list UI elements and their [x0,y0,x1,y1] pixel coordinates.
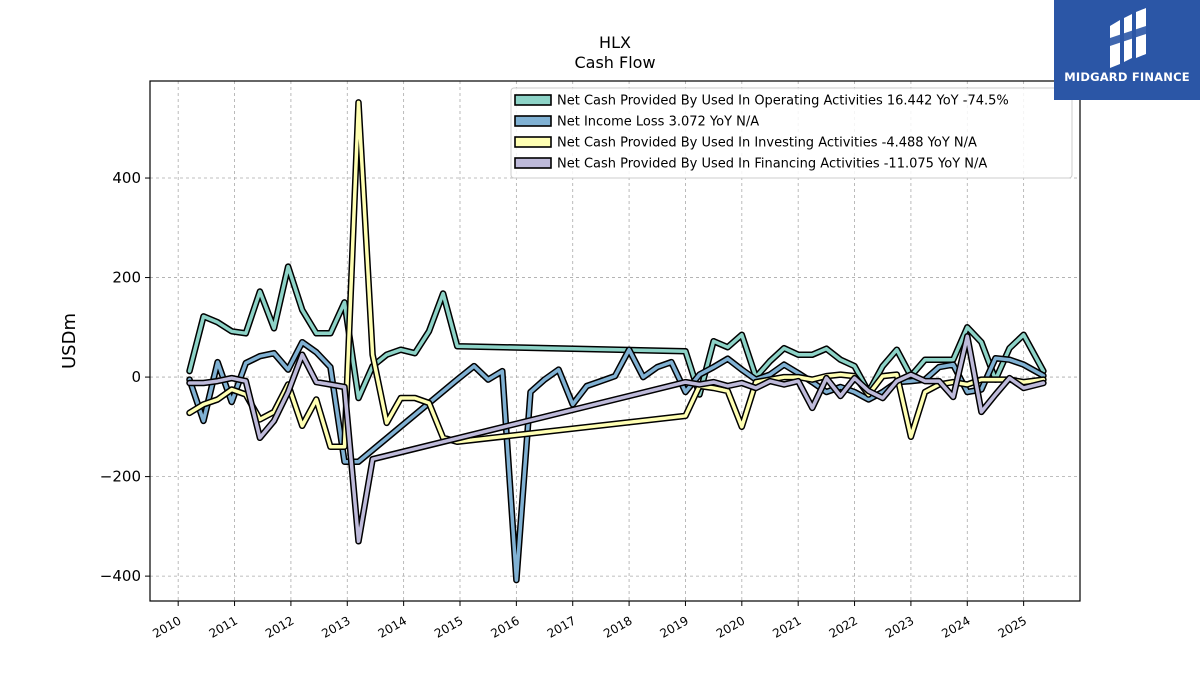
y-axis-label: USDm [59,313,80,369]
series-line-2 [187,340,1046,582]
chart-title: HLX [599,33,631,52]
x-tick-label: 2014 [376,613,409,640]
legend-swatch [514,94,552,106]
series-layer [186,99,1047,584]
y-tick-label: 200 [112,269,141,287]
x-tick-label: 2018 [601,613,634,640]
x-tick-label: 2013 [319,613,352,640]
x-tick-label: 2019 [658,613,691,640]
legend-label: Net Cash Provided By Used In Operating A… [557,94,1009,109]
y-tick-label: 0 [131,368,141,386]
x-tick-label: 2024 [939,613,972,640]
y-tick-label: −400 [100,567,141,585]
legend-label: Net Income Loss 3.072 YoY N/A [557,115,759,130]
series-line-1 [187,264,1046,400]
midgard-logo: MIDGARD FINANCE [1054,0,1200,100]
logo-mark-icon [1110,8,1146,68]
legend-box [510,87,1073,179]
x-ticks: 2010 2011 2012 2013 2014 2015 2016 2017 2018 2019… [150,601,1029,641]
x-tick-label: 2025 [996,613,1029,640]
x-tick-label: 2012 [263,613,296,640]
legend-swatch [514,136,552,148]
y-ticks: −400 −200 0 200 400 [100,169,150,585]
legend-label: Net Cash Provided By Used In Investing A… [557,136,977,151]
y-tick-label: 400 [112,169,141,187]
x-tick-label: 2023 [883,613,916,640]
y-tick-label: −200 [100,468,141,486]
x-tick-label: 2017 [545,613,578,640]
legend-swatch [514,115,552,127]
plot-frame [149,80,1081,602]
x-tick-label: 2011 [207,613,240,640]
series-line-4 [187,334,1046,544]
x-tick-label: 2022 [827,613,860,640]
logo-text: MIDGARD FINANCE [1064,70,1190,84]
x-tick-label: 2021 [770,613,803,640]
series-line-3 [187,100,1046,449]
legend-label: Net Cash Provided By Used In Financing A… [557,157,987,172]
x-tick-label: 2020 [714,613,747,640]
x-tick-label: 2010 [150,613,183,640]
chart-subtitle: Cash Flow [574,53,655,72]
x-tick-label: 2016 [488,613,521,640]
legend-swatch [514,157,552,169]
legend: Net Cash Provided By Used In Operating A… [510,87,1073,179]
x-tick-label: 2015 [432,613,465,640]
